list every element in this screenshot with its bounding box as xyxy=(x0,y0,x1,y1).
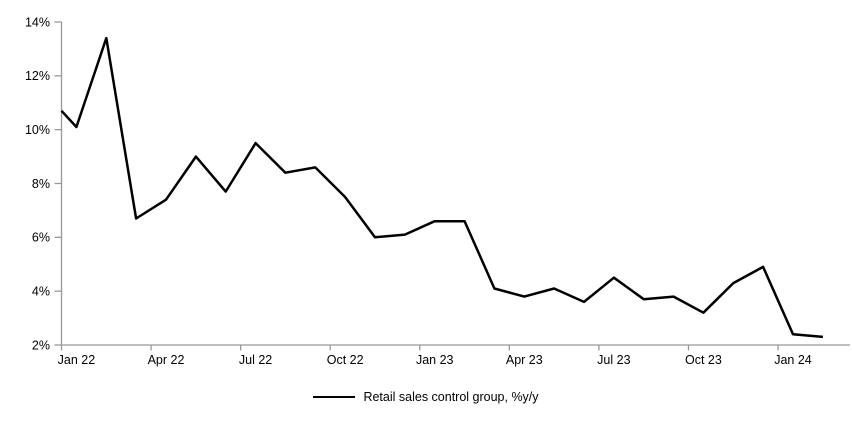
x-tick-label: Apr 22 xyxy=(148,353,185,367)
x-tick-label: Jan 24 xyxy=(774,353,812,367)
data-line-retail-sales-control-group xyxy=(60,36,824,339)
x-tick-label: Jan 22 xyxy=(58,353,96,367)
y-tick-label: 6% xyxy=(32,231,50,245)
legend-line-sample xyxy=(313,396,356,398)
x-tick-label: Oct 23 xyxy=(685,353,722,367)
x-tick-label: Jan 23 xyxy=(416,353,454,367)
y-tick-label: 12% xyxy=(25,69,50,83)
axis-labels: 2% 4% 6% 8% 10% 12% 14% Jan 22 Apr 22 Jul 22 Oct 2… xyxy=(25,15,812,367)
x-tick-label: Oct 22 xyxy=(327,353,364,367)
y-tick-label: 14% xyxy=(25,15,50,29)
y-tick-label: 2% xyxy=(32,338,50,352)
y-tick-label: 10% xyxy=(25,123,50,137)
chart-legend: Retail sales control group, %y/y xyxy=(0,388,852,406)
plot-area: 2% 4% 6% 8% 10% 12% 14% Jan 22 Apr 22 Jul 22 Oct 2… xyxy=(25,15,850,367)
x-tick-label: Apr 23 xyxy=(506,353,543,367)
y-tick-label: 4% xyxy=(32,284,50,298)
y-tick-label: 8% xyxy=(32,177,50,191)
legend-label: Retail sales control group, %y/y xyxy=(363,390,539,404)
axis-ticks xyxy=(54,21,779,351)
x-tick-label: Jul 22 xyxy=(239,353,272,367)
x-tick-label: Jul 23 xyxy=(597,353,630,367)
